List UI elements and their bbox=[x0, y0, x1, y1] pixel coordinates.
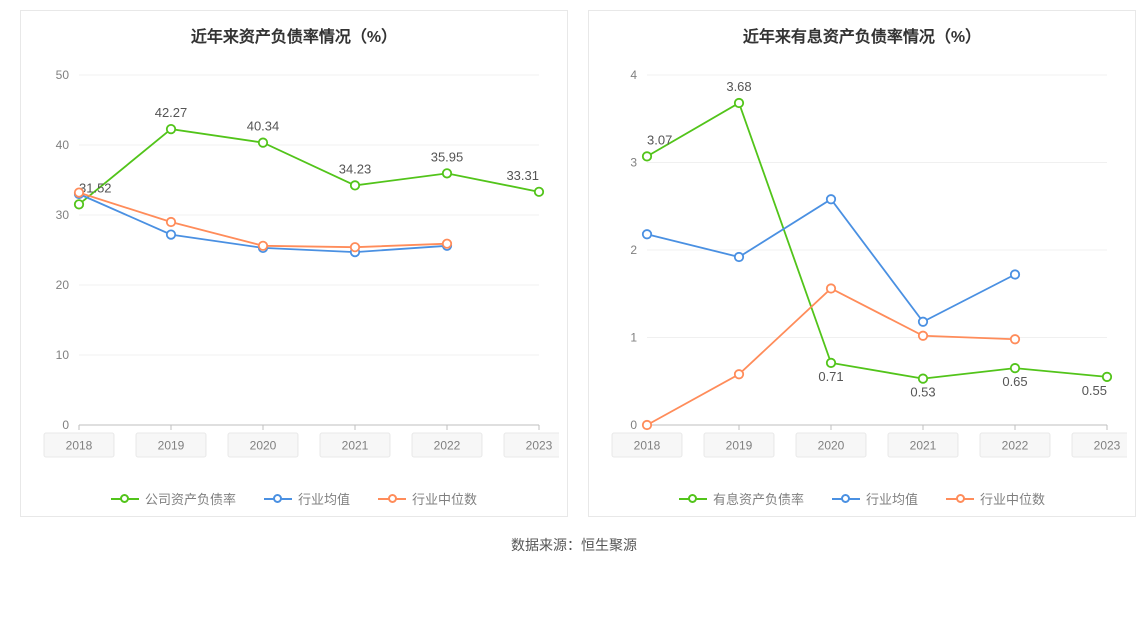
svg-text:40: 40 bbox=[56, 138, 70, 152]
chart-legend: 公司资产负债率 行业均值 行业中位数 bbox=[29, 489, 559, 508]
legend-label: 有息资产负债率 bbox=[713, 489, 804, 508]
legend-label: 公司资产负债率 bbox=[145, 489, 236, 508]
svg-text:2023: 2023 bbox=[526, 438, 553, 452]
chart-plot: 0102030405020182019202020212022202331.52… bbox=[29, 55, 559, 475]
svg-text:42.27: 42.27 bbox=[155, 105, 188, 120]
svg-text:33.31: 33.31 bbox=[506, 168, 539, 183]
legend-swatch bbox=[378, 493, 406, 505]
chart-title: 近年来有息资产负债率情况（%） bbox=[597, 23, 1127, 47]
svg-text:2021: 2021 bbox=[910, 438, 937, 452]
svg-text:34.23: 34.23 bbox=[339, 161, 372, 176]
svg-text:2021: 2021 bbox=[342, 438, 369, 452]
svg-text:0.65: 0.65 bbox=[1002, 374, 1027, 389]
svg-text:0.71: 0.71 bbox=[818, 369, 843, 384]
legend-swatch bbox=[111, 493, 139, 505]
svg-text:3: 3 bbox=[630, 156, 637, 170]
svg-text:0: 0 bbox=[630, 418, 637, 432]
svg-text:3.07: 3.07 bbox=[647, 132, 672, 147]
data-source-note: 数据来源：恒生聚源 bbox=[20, 535, 1128, 555]
legend-item: 行业均值 bbox=[832, 489, 918, 508]
svg-text:2023: 2023 bbox=[1094, 438, 1121, 452]
chart-legend: 有息资产负债率 行业均值 行业中位数 bbox=[597, 489, 1127, 508]
svg-text:20: 20 bbox=[56, 278, 70, 292]
svg-text:2018: 2018 bbox=[66, 438, 93, 452]
legend-label: 行业均值 bbox=[298, 489, 350, 508]
legend-label: 行业均值 bbox=[866, 489, 918, 508]
legend-label: 行业中位数 bbox=[980, 489, 1045, 508]
legend-swatch bbox=[946, 493, 974, 505]
legend-swatch bbox=[832, 493, 860, 505]
svg-text:2022: 2022 bbox=[434, 438, 461, 452]
svg-text:30: 30 bbox=[56, 208, 70, 222]
svg-text:2019: 2019 bbox=[726, 438, 753, 452]
svg-text:1: 1 bbox=[630, 331, 637, 345]
chart-panel-left: 近年来资产负债率情况（%） 0 10 20 30 40 50 2018 2019 2020 202… bbox=[20, 10, 568, 517]
chart-panel-right: 近年来有息资产负债率情况（%） 0 1 2 3 4 2018 2019 2020 2021 202… bbox=[588, 10, 1136, 517]
svg-text:0: 0 bbox=[62, 418, 69, 432]
svg-text:2: 2 bbox=[630, 243, 637, 257]
legend-item: 行业中位数 bbox=[378, 489, 477, 508]
svg-text:3.68: 3.68 bbox=[726, 79, 751, 94]
svg-text:4: 4 bbox=[630, 68, 637, 82]
svg-text:2020: 2020 bbox=[250, 438, 277, 452]
svg-text:40.34: 40.34 bbox=[247, 119, 280, 134]
svg-text:2022: 2022 bbox=[1002, 438, 1029, 452]
svg-text:2019: 2019 bbox=[158, 438, 185, 452]
svg-text:35.95: 35.95 bbox=[431, 149, 464, 164]
legend-item: 行业均值 bbox=[264, 489, 350, 508]
charts-row: 近年来资产负债率情况（%） 01020304050201820192020202… bbox=[20, 10, 1128, 517]
chart-title: 近年来资产负债率情况（%） bbox=[29, 23, 559, 47]
legend-item: 公司资产负债率 bbox=[111, 489, 236, 508]
charts-container: 近年来资产负债率情况（%） 01020304050201820192020202… bbox=[0, 0, 1148, 575]
svg-text:2018: 2018 bbox=[634, 438, 661, 452]
chart-plot: 0 1 2 3 4 2018 2019 2020 2021 2022 2023 3.07 3.68 0.7… bbox=[597, 55, 1127, 475]
legend-label: 行业中位数 bbox=[412, 489, 477, 508]
legend-item: 行业中位数 bbox=[946, 489, 1045, 508]
legend-swatch bbox=[264, 493, 292, 505]
svg-text:10: 10 bbox=[56, 348, 70, 362]
legend-swatch bbox=[679, 493, 707, 505]
svg-text:0.55: 0.55 bbox=[1082, 383, 1107, 398]
svg-text:2020: 2020 bbox=[818, 438, 845, 452]
svg-text:50: 50 bbox=[56, 68, 70, 82]
svg-text:0.53: 0.53 bbox=[910, 385, 935, 400]
legend-item: 有息资产负债率 bbox=[679, 489, 804, 508]
